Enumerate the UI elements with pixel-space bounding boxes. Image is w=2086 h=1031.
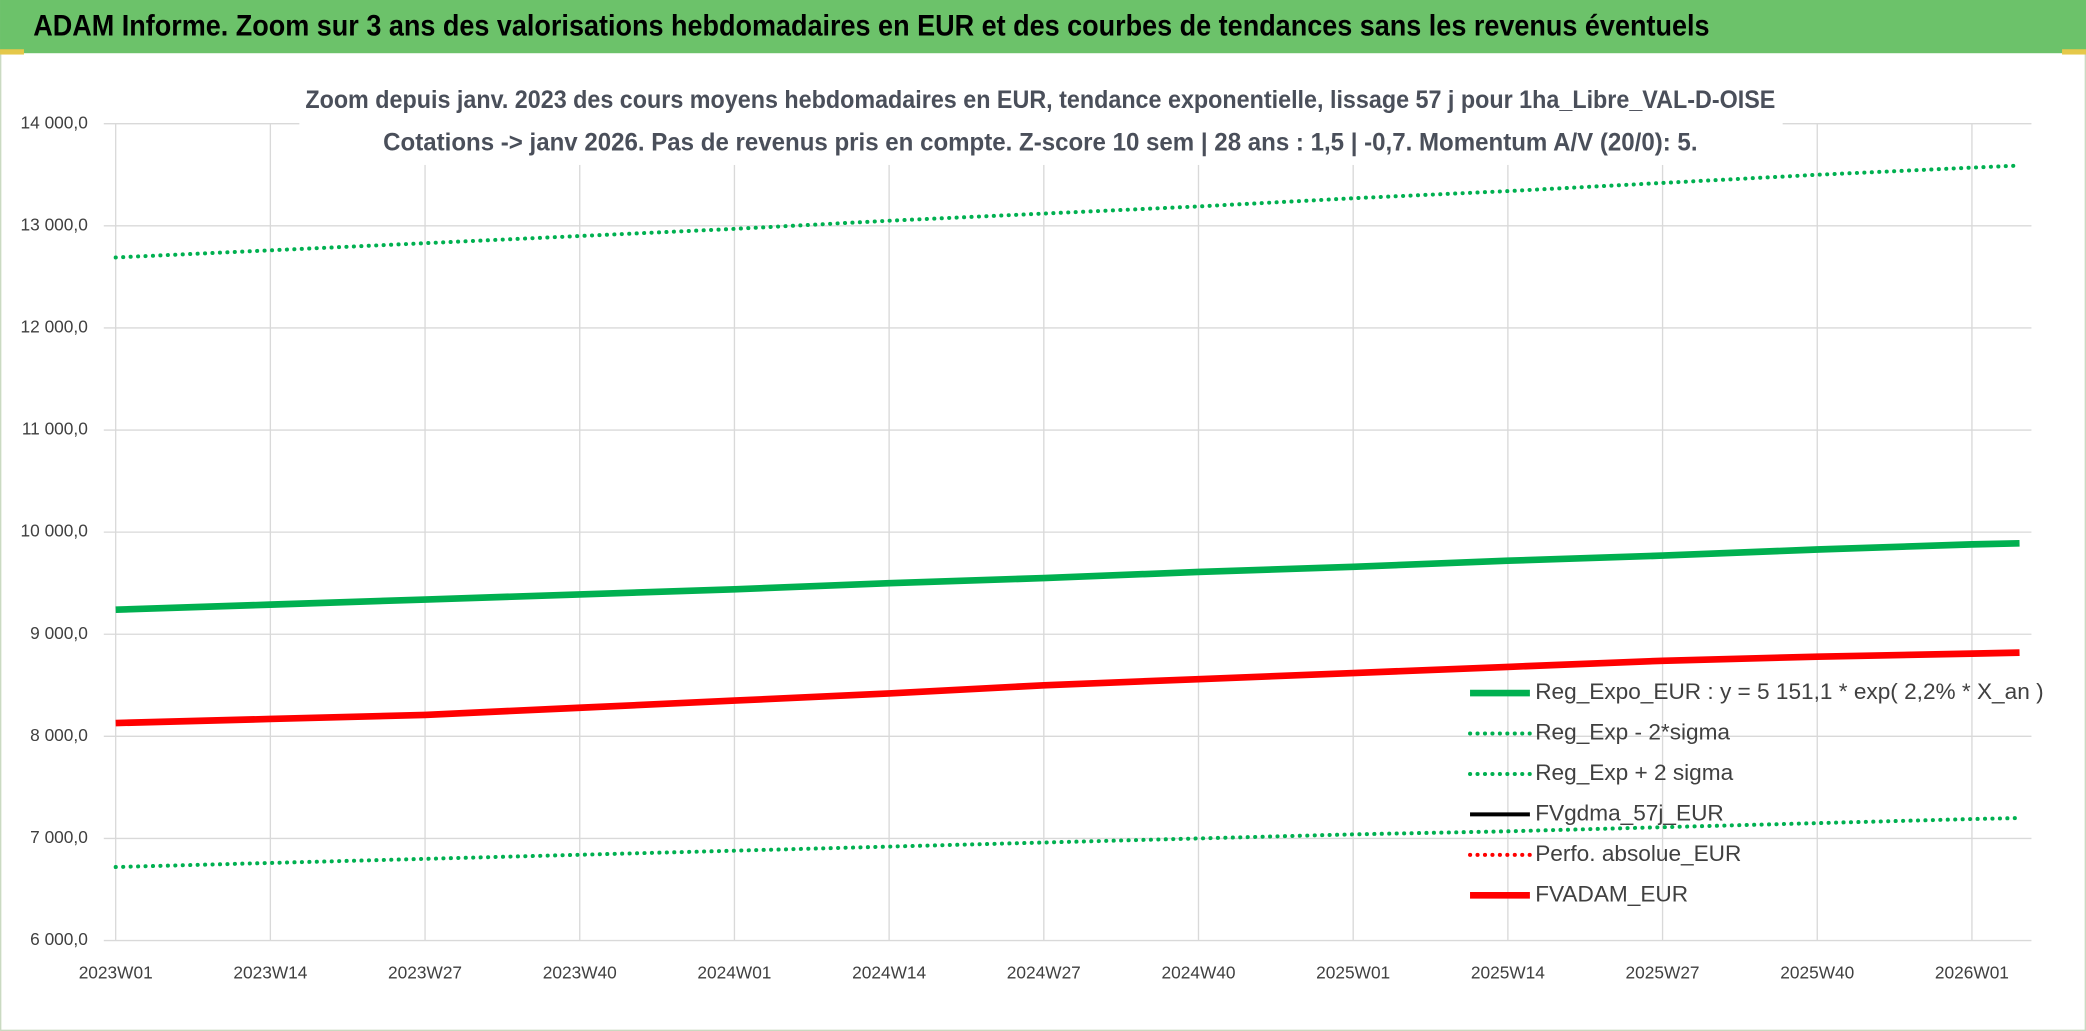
title-backdrop — [299, 82, 1783, 165]
legend-label: Perfo. absolue_EUR — [1535, 841, 1741, 866]
y-tick-label: 9 000,0 — [30, 623, 88, 643]
header-bar — [0, 0, 2086, 54]
y-tick-label: 6 000,0 — [30, 929, 88, 949]
series-line — [115, 649, 2020, 727]
legend-label: Reg_Expo_EUR : y = 5 151,1 * exp( 2,2% *… — [1535, 679, 2043, 704]
series-line — [113, 163, 2022, 260]
x-tick-label: 2025W27 — [1626, 962, 1700, 982]
y-tick-label: 7 000,0 — [30, 827, 88, 847]
grid — [103, 123, 2032, 942]
legend-label: FVADAM_EUR — [1535, 881, 1688, 906]
x-tick-label: 2023W27 — [388, 962, 462, 982]
series-line — [115, 540, 2020, 614]
header-corner — [2062, 49, 2086, 55]
y-tick-label: 14 000,0 — [21, 112, 88, 132]
header-corner — [0, 49, 24, 55]
chart-title: Zoom depuis janv. 2023 des cours moyens … — [305, 86, 1775, 114]
header-title: ADAM Informe. Zoom sur 3 ans des valoris… — [33, 11, 1709, 43]
x-tick-label: 2023W40 — [543, 962, 617, 982]
x-tick-label: 2026W01 — [1935, 962, 2009, 982]
x-tick-label: 2025W40 — [1780, 962, 1854, 982]
y-tick-label: 12 000,0 — [21, 316, 88, 336]
y-tick-label: 10 000,0 — [21, 521, 88, 541]
x-tick-label: 2024W14 — [852, 962, 926, 982]
y-tick-label: 8 000,0 — [30, 725, 88, 745]
x-tick-label: 2023W14 — [233, 962, 307, 982]
y-tick-label: 13 000,0 — [21, 214, 88, 234]
series-line — [113, 816, 2022, 870]
x-tick-label: 2024W01 — [697, 962, 771, 982]
x-tick-label: 2024W27 — [1007, 962, 1081, 982]
lines — [113, 163, 2022, 870]
legend-label: Reg_Exp - 2*sigma — [1535, 720, 1730, 745]
legend-label: Reg_Exp + 2 sigma — [1535, 760, 1733, 785]
x-tick-label: 2025W01 — [1316, 962, 1390, 982]
legend-label: FVgdma_57j_EUR — [1535, 800, 1724, 825]
chart-subtitle: Cotations -> janv 2026. Pas de revenus p… — [383, 128, 1697, 156]
y-tick-label: 11 000,0 — [22, 419, 88, 439]
legend: Reg_Expo_EUR : y = 5 151,1 * exp( 2,2% *… — [1468, 679, 2044, 906]
x-tick-label: 2023W01 — [79, 962, 153, 982]
x-tick-label: 2025W14 — [1471, 962, 1545, 982]
x-tick-label: 2024W40 — [1162, 962, 1236, 982]
